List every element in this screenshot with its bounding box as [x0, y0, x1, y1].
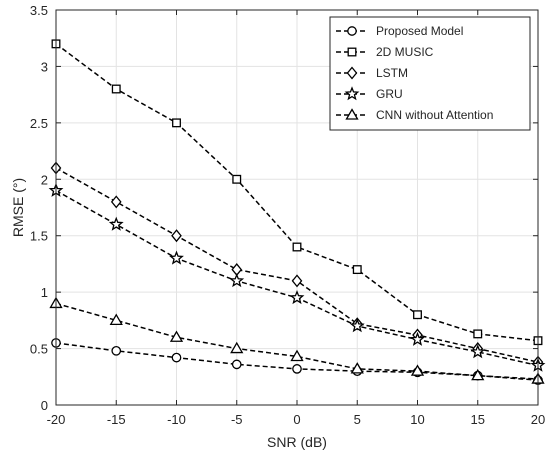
legend-marker-diamond	[346, 66, 358, 80]
legend-entry: LSTM	[336, 66, 408, 80]
data-point-triangle	[471, 368, 485, 381]
y-tick-label: 1	[41, 285, 48, 300]
y-tick-label: 2.5	[30, 116, 48, 131]
y-tick-label: 3.5	[30, 3, 48, 18]
legend-entry: Proposed Model	[336, 24, 463, 38]
data-point-star	[289, 290, 305, 305]
legend-marker-star	[344, 86, 360, 101]
data-point-diamond	[291, 274, 303, 288]
x-tick-label: -5	[231, 412, 243, 427]
legend-entry: CNN without Attention	[336, 108, 493, 122]
data-point-star	[229, 273, 245, 288]
x-ticks: -20 -15 -10 -5 0 5 10 15 20	[47, 10, 545, 427]
data-point-star	[349, 318, 365, 333]
x-tick-label: 5	[354, 412, 361, 427]
legend-label: 2D MUSIC	[376, 45, 434, 59]
legend-entry: GRU	[336, 86, 403, 101]
data-point-triangle	[169, 330, 184, 342]
legend-marker-triangle	[345, 108, 359, 120]
x-tick-label: 0	[293, 412, 300, 427]
data-point-triangle	[230, 341, 244, 354]
series-line	[55, 302, 539, 380]
y-tick-label: 0	[41, 398, 48, 413]
y-tick-label: 3	[41, 59, 48, 74]
data-point-star	[410, 331, 425, 346]
data-point-diamond	[110, 195, 122, 209]
series-line	[55, 43, 539, 342]
data-point-star	[470, 344, 486, 359]
data-point-star	[169, 250, 184, 265]
data-point-square	[292, 242, 302, 252]
series-gru	[48, 182, 546, 372]
x-tick-label: 15	[471, 412, 485, 427]
series-2d-music	[51, 39, 543, 346]
data-point-diamond	[171, 229, 182, 243]
y-ticks: 0 0.5 1 1.5 2 2.5 3 3.5	[30, 3, 538, 413]
legend: Proposed Model 2D MUSIC LSTM GRU CNN without…	[329, 16, 531, 131]
legend-entry: 2D MUSIC	[336, 45, 434, 59]
data-point-square	[413, 310, 422, 320]
data-point-circle	[292, 364, 302, 374]
legend-label: GRU	[376, 87, 403, 101]
data-point-square	[473, 329, 483, 339]
data-point-circle	[111, 345, 122, 356]
legend-box	[329, 16, 531, 131]
data-point-triangle	[109, 313, 123, 326]
data-point-triangle	[290, 349, 304, 362]
x-tick-label: 20	[531, 412, 545, 427]
data-point-square	[232, 174, 242, 184]
legend-label: CNN without Attention	[376, 108, 493, 122]
legend-label: Proposed Model	[376, 24, 463, 38]
data-point-triangle	[410, 364, 425, 376]
data-point-circle	[231, 359, 242, 370]
x-tick-label: -10	[167, 412, 186, 427]
x-tick-label: -20	[47, 412, 66, 427]
data-point-square	[111, 84, 121, 94]
x-tick-label: -15	[107, 412, 126, 427]
data-point-circle	[171, 352, 182, 363]
data-point-square	[172, 118, 181, 128]
legend-label: LSTM	[376, 66, 408, 80]
data-point-square	[352, 265, 362, 275]
data-point-star	[108, 216, 124, 231]
y-tick-label: 1.5	[30, 229, 48, 244]
legend-marker-circle	[347, 26, 357, 36]
legend-marker-square	[347, 47, 357, 57]
y-tick-label: 0.5	[30, 342, 48, 357]
x-axis-label: SNR (dB)	[267, 434, 327, 450]
x-tick-label: 10	[410, 412, 424, 427]
y-tick-label: 2	[41, 172, 48, 187]
y-axis-label: RMSE (°)	[10, 178, 26, 237]
data-point-triangle	[350, 362, 364, 374]
